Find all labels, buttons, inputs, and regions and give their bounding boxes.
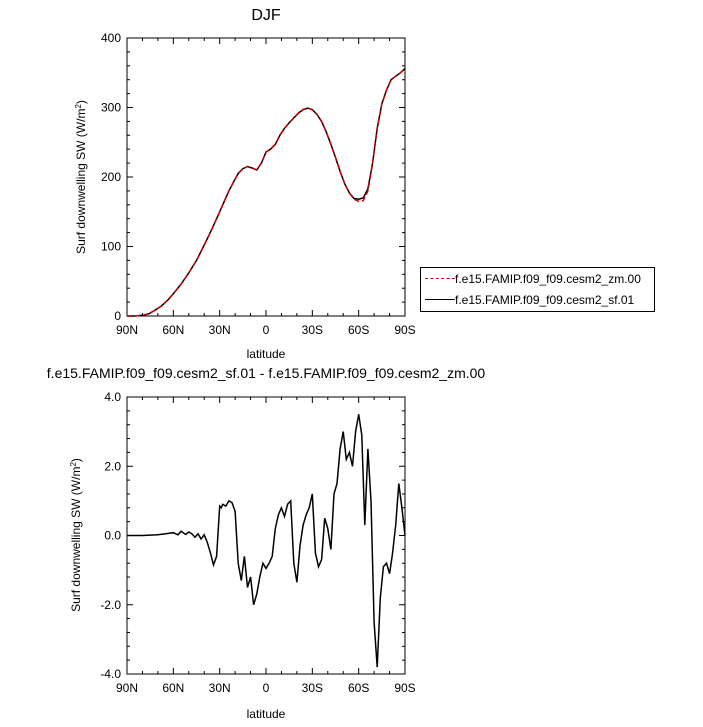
plot-frame: [126, 396, 406, 675]
y-tick-label: 0: [114, 309, 121, 323]
y-tick-label: 300: [101, 101, 121, 115]
legend-item: f.e15.FAMIP.f09_f09.cesm2_zm.00: [421, 269, 654, 289]
difference-chart-panel: f.e15.FAMIP.f09_f09.cesm2_sf.01 - f.e15.…: [47, 365, 486, 721]
x-axis-label: latitude: [247, 707, 286, 721]
y-tick-label: 200: [101, 170, 121, 184]
legend-item: f.e15.FAMIP.f09_f09.cesm2_sf.01: [421, 290, 654, 310]
y-tick-label: 4.0: [104, 390, 121, 404]
x-tick-label: 90S: [394, 323, 415, 337]
y-axis-label: Surf downwelling SW (W/m2): [74, 100, 89, 254]
x-axis-label: latitude: [247, 347, 286, 361]
y-tick-label: 400: [101, 31, 121, 45]
y-axis-label: Surf downwelling SW (W/m2): [69, 458, 84, 612]
x-tick-label: 0: [263, 681, 270, 695]
x-tick-label: 30N: [209, 323, 231, 337]
y-tick-label: 0.0: [104, 529, 121, 543]
legend-label: f.e15.FAMIP.f09_f09.cesm2_zm.00: [455, 272, 641, 286]
x-tick-label: 90N: [116, 323, 138, 337]
y-tick-label: -4.0: [100, 667, 121, 681]
x-tick-label: 60S: [348, 681, 369, 695]
series-line: [127, 414, 406, 668]
series-line: [127, 68, 406, 317]
x-tick-label: 90S: [394, 681, 415, 695]
top-chart-panel: DJF 0 100 200 300 400 90N 60N 30N 0 30S 60S 90S la…: [74, 7, 416, 361]
series-line: [127, 68, 406, 317]
x-tick-label: 90N: [116, 681, 138, 695]
x-tick-label: 0: [263, 323, 270, 337]
x-tick-label: 60N: [162, 323, 184, 337]
x-tick-label: 30N: [209, 681, 231, 695]
dashed-line-swatch-icon: [425, 278, 455, 279]
chart-title: DJF: [251, 7, 281, 24]
y-tick-label: 100: [101, 240, 121, 254]
legend-label: f.e15.FAMIP.f09_f09.cesm2_sf.01: [455, 293, 635, 307]
legend: f.e15.FAMIP.f09_f09.cesm2_zm.00 f.e15.FA…: [420, 267, 655, 312]
x-tick-label: 30S: [302, 323, 323, 337]
y-tick-label: 2.0: [104, 459, 121, 473]
x-tick-label: 60N: [162, 681, 184, 695]
x-tick-label: 30S: [302, 681, 323, 695]
x-tick-label: 60S: [348, 323, 369, 337]
y-tick-label: -2.0: [100, 598, 121, 612]
solid-line-swatch-icon: [425, 299, 455, 300]
plot-frame: [126, 37, 406, 317]
difference-chart-title: f.e15.FAMIP.f09_f09.cesm2_sf.01 - f.e15.…: [47, 365, 486, 381]
